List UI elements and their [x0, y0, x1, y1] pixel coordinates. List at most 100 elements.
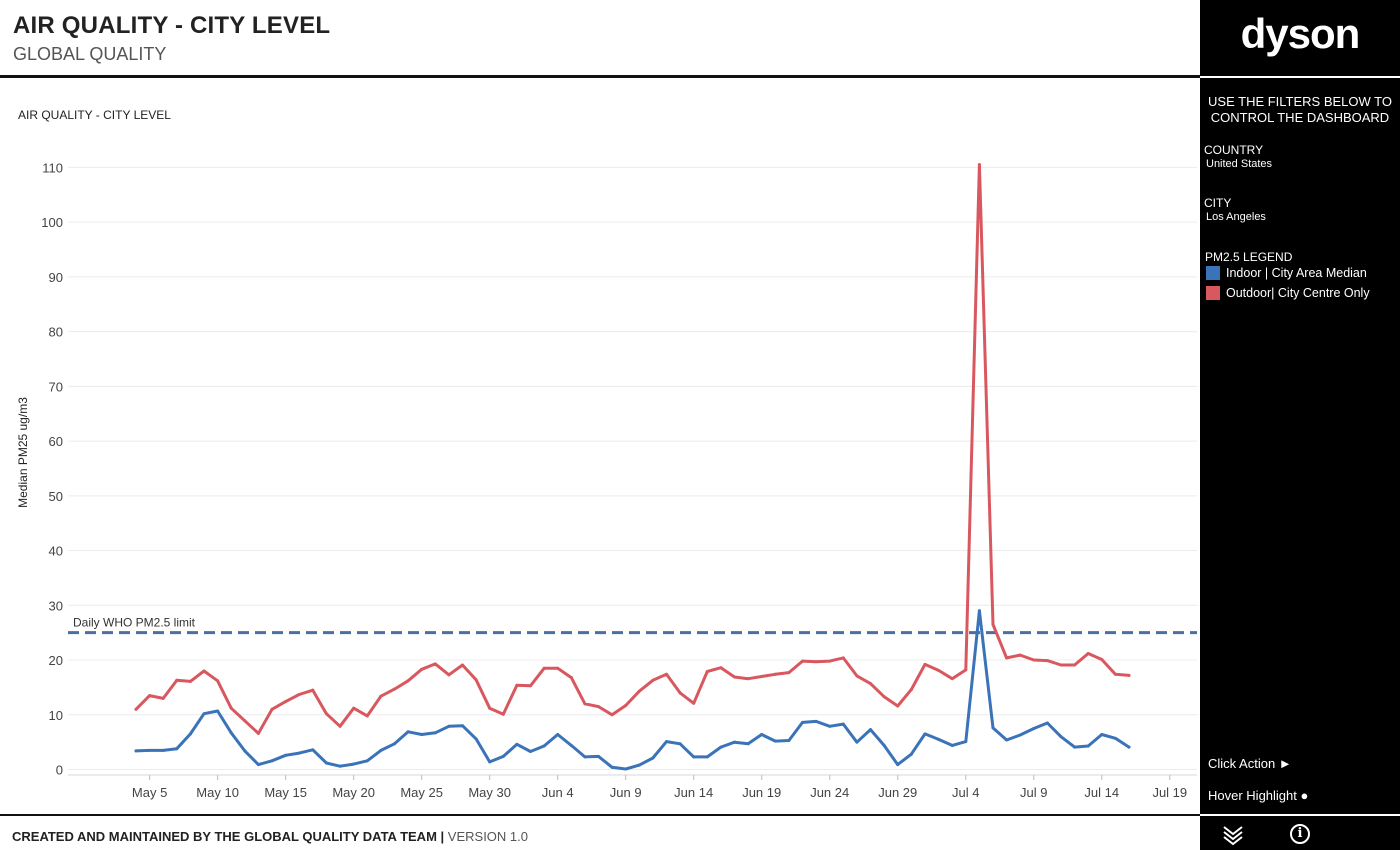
- data-point-outdoor: [1100, 657, 1104, 661]
- hover-highlight-toggle[interactable]: Hover Highlight ●: [1208, 788, 1309, 803]
- data-point-outdoor: [460, 663, 464, 667]
- series-line-outdoor: [134, 163, 1131, 735]
- data-point-indoor: [665, 740, 669, 744]
- click-action-toggle[interactable]: Click Action ►: [1208, 756, 1292, 771]
- legend-swatch-indoor: [1206, 266, 1220, 280]
- legend-label-outdoor: Outdoor| City Centre Only: [1226, 286, 1370, 300]
- y-tick-label: 100: [41, 215, 63, 230]
- data-point-indoor: [964, 740, 968, 744]
- data-point-outdoor: [596, 705, 600, 709]
- main-panel: AIR QUALITY - CITY LEVEL GLOBAL QUALITY …: [0, 12, 1200, 844]
- x-tick-label: May 5: [132, 785, 167, 800]
- data-point-outdoor: [1005, 656, 1009, 660]
- data-point-indoor: [692, 755, 696, 759]
- chevron-down-icon[interactable]: [1222, 824, 1244, 846]
- data-point-outdoor: [188, 679, 192, 683]
- data-point-indoor: [923, 732, 927, 736]
- data-point-outdoor: [733, 675, 737, 679]
- data-point-indoor: [1045, 721, 1049, 725]
- reference-line-group: Daily WHO PM2.5 limit: [68, 616, 1197, 635]
- data-point-outdoor: [828, 659, 832, 663]
- data-point-outdoor: [787, 671, 791, 675]
- data-point-outdoor: [869, 682, 873, 686]
- data-point-outdoor: [746, 677, 750, 681]
- x-tick-label: Jun 29: [878, 785, 917, 800]
- data-point-indoor: [678, 742, 682, 746]
- data-point-indoor: [365, 759, 369, 763]
- data-point-indoor: [1100, 732, 1104, 736]
- data-point-indoor: [1127, 745, 1131, 749]
- data-point-indoor: [937, 737, 941, 741]
- data-point-indoor: [460, 724, 464, 728]
- data-point-indoor: [1113, 736, 1117, 740]
- y-tick-label: 30: [49, 598, 63, 613]
- data-point-indoor: [746, 742, 750, 746]
- footer-version: VERSION 1.0: [447, 829, 528, 844]
- city-filter-value[interactable]: Los Angeles: [1206, 211, 1266, 223]
- data-point-outdoor: [379, 694, 383, 698]
- data-point-indoor: [869, 728, 873, 732]
- x-tick-label: Jun 14: [674, 785, 713, 800]
- data-point-indoor: [379, 748, 383, 752]
- data-point-indoor: [855, 740, 859, 744]
- data-point-outdoor: [801, 659, 805, 663]
- data-point-outdoor: [311, 688, 315, 692]
- series-line-indoor: [134, 609, 1131, 771]
- data-point-indoor: [420, 732, 424, 736]
- data-point-indoor: [406, 730, 410, 734]
- data-point-indoor: [882, 743, 886, 747]
- data-point-indoor: [229, 731, 233, 735]
- legend-item-indoor[interactable]: Indoor | City Area Median: [1206, 266, 1367, 280]
- country-filter-label: COUNTRY: [1204, 143, 1264, 157]
- sidebar-divider-bottom: [1200, 814, 1400, 816]
- country-filter-value[interactable]: United States: [1206, 158, 1273, 170]
- data-point-indoor: [705, 755, 709, 759]
- legend-item-outdoor[interactable]: Outdoor| City Centre Only: [1206, 286, 1370, 300]
- data-point-indoor: [352, 762, 356, 766]
- data-point-outdoor: [624, 703, 628, 707]
- data-point-indoor: [256, 763, 260, 767]
- x-tick-label: Jul 19: [1152, 785, 1187, 800]
- data-point-outdoor: [909, 688, 913, 692]
- data-point-indoor: [991, 726, 995, 730]
- footer-divider: [0, 814, 1200, 816]
- data-point-outdoor: [392, 687, 396, 691]
- data-point-indoor: [447, 724, 451, 728]
- data-point-indoor: [324, 761, 328, 765]
- data-point-indoor: [801, 720, 805, 724]
- data-point-outdoor: [406, 679, 410, 683]
- data-point-outdoor: [610, 713, 614, 717]
- data-point-outdoor: [284, 700, 288, 704]
- x-tick-label: May 25: [400, 785, 443, 800]
- legend-title: PM2.5 LEGEND: [1205, 250, 1293, 264]
- y-tick-label: 40: [49, 544, 63, 559]
- chart-title: AIR QUALITY - CITY LEVEL: [18, 108, 171, 122]
- x-tick-label: May 30: [468, 785, 511, 800]
- data-point-outdoor: [501, 712, 505, 716]
- data-point-indoor: [433, 731, 437, 735]
- data-point-outdoor: [488, 706, 492, 710]
- series-group: [134, 163, 1131, 771]
- data-point-outdoor: [216, 679, 220, 683]
- x-tick-label: Jul 14: [1084, 785, 1119, 800]
- sidebar: dyson USE THE FILTERS BELOW TO CONTROL T…: [1200, 0, 1400, 850]
- data-point-outdoor: [991, 622, 995, 626]
- data-point-indoor: [814, 719, 818, 723]
- data-point-outdoor: [433, 662, 437, 666]
- data-point-indoor: [161, 748, 165, 752]
- data-point-indoor: [556, 732, 560, 736]
- footer-separator: |: [440, 829, 445, 844]
- data-point-indoor: [284, 753, 288, 757]
- data-point-indoor: [719, 745, 723, 749]
- data-point-indoor: [297, 751, 301, 755]
- x-tick-label: Jun 19: [742, 785, 781, 800]
- data-point-outdoor: [651, 678, 655, 682]
- city-filter-label: CITY: [1204, 196, 1232, 210]
- data-point-outdoor: [1086, 651, 1090, 655]
- data-point-outdoor: [515, 683, 519, 687]
- info-icon[interactable]: i: [1290, 824, 1310, 844]
- line-chart[interactable]: 0 10 20 30 40 50 60 70 80 90 100 110 May 5 May 10 May …: [0, 130, 1200, 810]
- x-tick-label: Jul 4: [952, 785, 979, 800]
- y-tick-label: 80: [49, 325, 63, 340]
- data-point-outdoor: [338, 724, 342, 728]
